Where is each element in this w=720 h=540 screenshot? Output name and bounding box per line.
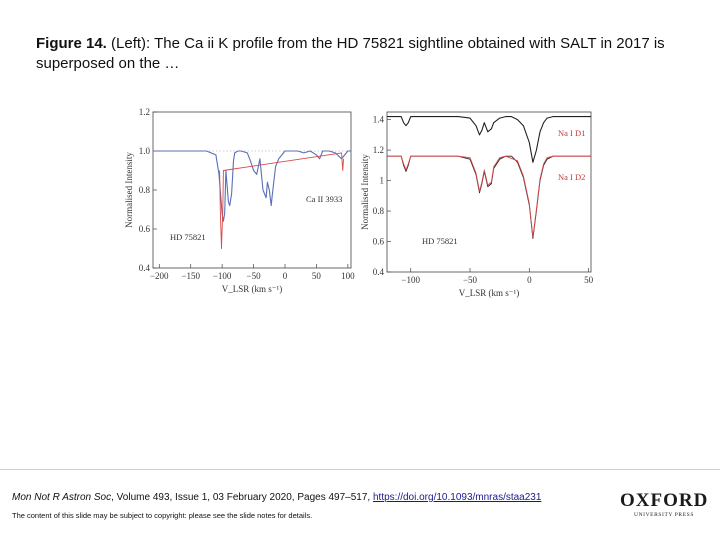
y-tick-label-0: 1.2 [139,107,150,117]
right-chart-nai: −100 −50 0 50 1.4 1.2 1 0.8 0.6 0.4 V_LSR (km s⁻¹)… [360,111,594,298]
x-axis-label: V_LSR (km s⁻¹) [459,288,519,298]
left-chart-caii: −200 −150 −100 −50 0 50 100 1.2 1.0 0.8 0.6 0.4 V_LS… [124,107,355,294]
figure-label: Figure 14. [36,35,107,52]
figure-caption: Figure 14. (Left): The Ca ii K profile f… [36,34,676,74]
x-tick-label-3: −50 [247,271,262,281]
x-tick-label-0: −200 [150,271,169,281]
y-tick-label-0: 1.4 [373,115,385,125]
y-tick-label-3: 0.6 [139,224,151,234]
series-line-1 [219,152,344,249]
x-tick-label-6: 100 [341,271,355,281]
copyright-notice: The content of this slide may be subject… [12,511,313,520]
y-tick-label-1: 1.0 [139,146,151,156]
x-tick-label-1: −150 [181,271,200,281]
annotation-1: Na I D1 [558,128,585,138]
x-tick-label-0: −100 [401,275,420,285]
series-line-0 [153,150,351,222]
annotation-0: HD 75821 [422,236,458,246]
annotation-1: Ca II 3933 [306,194,342,204]
x-tick-label-4: 0 [283,271,288,281]
oxford-logo: OXFORD UNIVERSITY PRESS [620,491,708,519]
citation-details: , Volume 493, Issue 1, 03 February 2020,… [111,492,373,503]
x-tick-label-2: −100 [213,271,232,281]
logo-subtitle: UNIVERSITY PRESS [634,512,694,518]
y-tick-label-1: 1.2 [373,145,384,155]
series-line-2 [387,155,591,238]
plot-frame [386,111,592,273]
citation: Mon Not R Astron Soc, Volume 493, Issue … [12,492,572,504]
annotation-2: Na I D2 [558,172,585,182]
plot-frame [152,111,352,269]
x-tick-label-2: 0 [527,275,532,285]
x-axis-label: V_LSR (km s⁻¹) [222,284,282,294]
y-tick-label-4: 0.4 [139,263,151,273]
x-tick-label-3: 50 [584,275,594,285]
caption-text: (Left): The Ca ii K profile from the HD … [36,35,665,72]
x-tick-label-5: 50 [312,271,322,281]
logo-word: OXFORD [620,490,709,511]
figure-panels: −200 −150 −100 −50 0 50 100 1.2 1.0 0.8 0.6 0.4 V_LS… [120,100,600,300]
footer-separator [0,469,720,470]
doi-link[interactable]: https://doi.org/10.1093/mnras/staa231 [372,492,542,503]
y-axis-label: Normalised Intensity [360,154,370,230]
x-tick-label-1: −50 [463,275,478,285]
y-tick-label-2: 0.8 [139,185,151,195]
y-tick-label-2: 1 [380,176,385,186]
journal-name: Mon Not R Astron Soc [12,492,112,503]
series-line-1 [387,155,591,239]
y-axis-label: Normalised Intensity [124,152,134,228]
series-line-0 [387,116,591,163]
annotation-0: HD 75821 [170,232,206,242]
y-tick-label-5: 0.4 [373,267,385,277]
y-tick-label-4: 0.6 [373,237,385,247]
y-tick-label-3: 0.8 [373,206,385,216]
